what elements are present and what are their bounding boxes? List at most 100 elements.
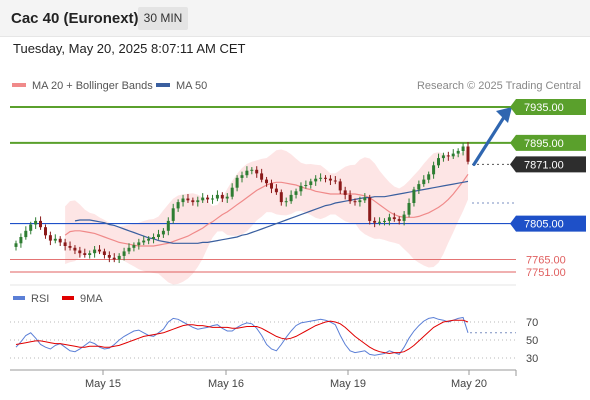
candle-body [68, 246, 72, 248]
candle-body [14, 243, 18, 247]
level-label-7805-00: 7805.00 [524, 219, 564, 231]
candle-body [397, 219, 401, 221]
candle-body [34, 220, 38, 225]
candle [196, 196, 200, 207]
candle-body [353, 201, 357, 203]
candle [137, 238, 141, 250]
candle-body [127, 247, 131, 252]
candle-body [230, 187, 234, 197]
candle-body [319, 177, 323, 179]
candle [353, 198, 357, 206]
candle [324, 175, 327, 183]
candle [456, 148, 460, 158]
candle-body [225, 196, 229, 199]
candle [230, 183, 234, 200]
candle-body [289, 194, 293, 202]
candle-body [451, 153, 455, 157]
legend-9ma: 9MA [62, 293, 103, 305]
candle [19, 233, 23, 248]
ma20-swatch [12, 83, 26, 88]
candle-body [58, 238, 62, 243]
candle [397, 216, 401, 225]
candle [338, 178, 342, 194]
candle [314, 175, 318, 186]
candle-body [181, 198, 185, 203]
candle [78, 246, 82, 258]
candle [378, 217, 381, 226]
rsi-level-label-30: 30 [526, 353, 538, 365]
candle-body [456, 150, 460, 154]
candle [39, 216, 42, 230]
candle [191, 197, 195, 206]
candle [437, 153, 440, 168]
target-arrow-head [496, 107, 512, 123]
candle [53, 234, 57, 244]
candle-body [19, 237, 23, 244]
candle [107, 251, 111, 263]
candle-body [78, 250, 82, 254]
timeframe-button[interactable]: 30 MIN [138, 7, 188, 30]
candle [240, 171, 244, 183]
candle-body [196, 200, 200, 203]
candle-body [446, 155, 450, 157]
candle [328, 175, 332, 186]
candle [63, 238, 67, 251]
candle [83, 248, 87, 258]
candle-body [147, 238, 151, 241]
candle [215, 190, 219, 202]
candle [373, 217, 377, 228]
candle [14, 240, 18, 251]
candle-body [333, 180, 337, 182]
candle [422, 175, 426, 187]
candle [363, 193, 367, 203]
candle [255, 166, 259, 178]
rsi-level-label-70: 70 [526, 317, 538, 329]
candle-body [63, 242, 67, 246]
candle-body [373, 220, 377, 223]
candle-body [255, 169, 259, 174]
candle [171, 203, 175, 224]
candle [319, 173, 323, 182]
candle [348, 190, 352, 204]
candle [358, 196, 362, 207]
candle [220, 192, 224, 203]
candle-body [363, 197, 367, 201]
candlesticks [14, 141, 470, 264]
legend-ma50: MA 50 [156, 80, 207, 92]
candle-body [157, 234, 160, 237]
candle-body [215, 194, 219, 199]
level-label-7895-00: 7895.00 [524, 138, 564, 150]
candle-body [191, 200, 195, 203]
candle-body [427, 174, 431, 180]
candle [407, 198, 411, 218]
candle [147, 236, 151, 245]
candle [34, 217, 38, 229]
candle-body [284, 201, 288, 203]
candle [309, 178, 313, 189]
candle-body [211, 198, 214, 200]
candle [98, 245, 101, 255]
candle [466, 141, 470, 165]
candle-body [235, 177, 239, 188]
candle-body [270, 183, 273, 189]
candle-body [402, 214, 406, 221]
x-label-may-19: May 19 [330, 378, 366, 390]
candle [166, 217, 170, 236]
candle-body [176, 202, 180, 209]
candle-body [304, 185, 308, 186]
level-tag-7871-00 [510, 156, 586, 173]
candle-body [412, 189, 416, 203]
ma9-swatch [62, 296, 74, 301]
candle [245, 166, 249, 178]
level-label-7871-00: 7871.00 [524, 159, 564, 171]
candle [88, 250, 92, 259]
candle [270, 179, 273, 194]
candle-body [274, 188, 278, 193]
candle [117, 253, 121, 264]
x-label-may-15: May 15 [85, 378, 121, 390]
timestamp: Tuesday, May 20, 2025 8:07:11 AM CET [13, 41, 246, 56]
bollinger-band-area [65, 149, 468, 285]
candle-body [117, 255, 121, 260]
level-label-7935-00: 7935.00 [524, 102, 564, 114]
